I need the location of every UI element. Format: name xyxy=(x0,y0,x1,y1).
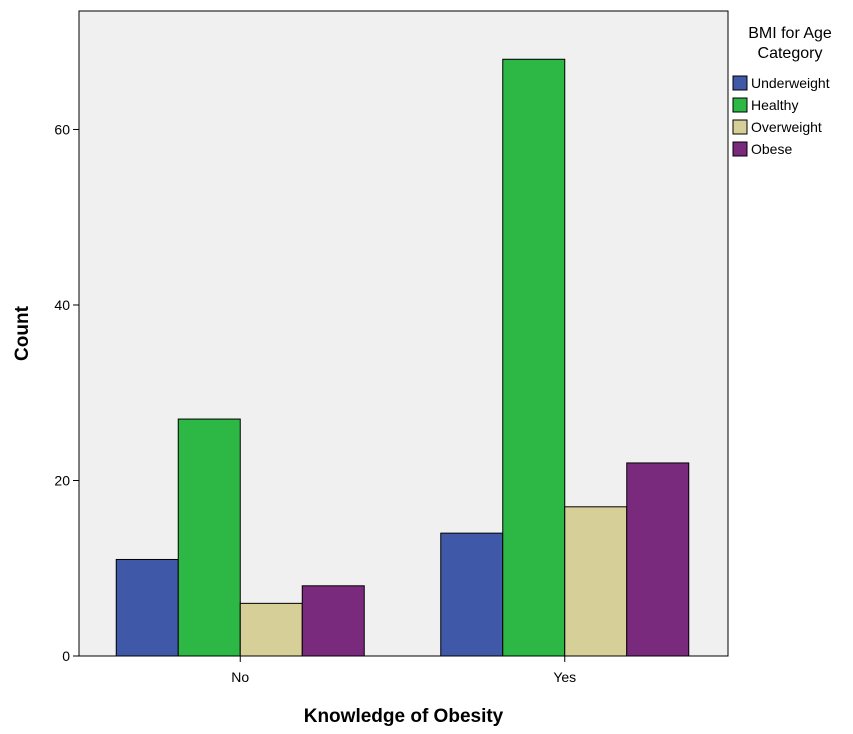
x-tick-label-no: No xyxy=(231,669,249,685)
y-tick-label: 0 xyxy=(62,648,70,664)
y-tick-label: 40 xyxy=(54,297,70,313)
bar-overweight-yes xyxy=(564,506,628,657)
legend-title-line-2: Category xyxy=(758,45,823,62)
legend-label-obese: Obese xyxy=(751,141,792,157)
bars-group xyxy=(115,58,690,657)
legend-title-line-1: BMI for Age xyxy=(748,25,832,42)
y-axis-title: Count xyxy=(12,305,33,361)
y-axis: 0 20 40 60 xyxy=(54,121,79,664)
legend-label-overweight: Overweight xyxy=(751,119,822,135)
legend-label-underweight: Underweight xyxy=(751,75,830,91)
legend-swatch-overweight xyxy=(732,119,748,135)
y-tick-label: 20 xyxy=(54,472,70,488)
x-axis-title: Knowledge of Obesity xyxy=(304,706,504,727)
legend-swatch-healthy xyxy=(732,97,748,113)
y-tick-label: 60 xyxy=(54,121,70,137)
legend: BMI for Age Category Underweight Healthy O… xyxy=(732,25,832,157)
bar-underweight-no xyxy=(115,558,179,657)
bar-overweight-no xyxy=(239,602,303,657)
legend-swatch-underweight xyxy=(732,75,748,91)
bar-obese-yes xyxy=(626,462,690,657)
bar-healthy-yes xyxy=(502,58,566,657)
bar-obese-no xyxy=(301,585,365,657)
bar-underweight-yes xyxy=(440,532,504,657)
legend-swatch-obese xyxy=(732,141,748,157)
x-axis: No Yes xyxy=(231,656,576,685)
bar-healthy-no xyxy=(177,418,241,657)
x-tick-label-yes: Yes xyxy=(553,669,576,685)
legend-label-healthy: Healthy xyxy=(751,97,798,113)
